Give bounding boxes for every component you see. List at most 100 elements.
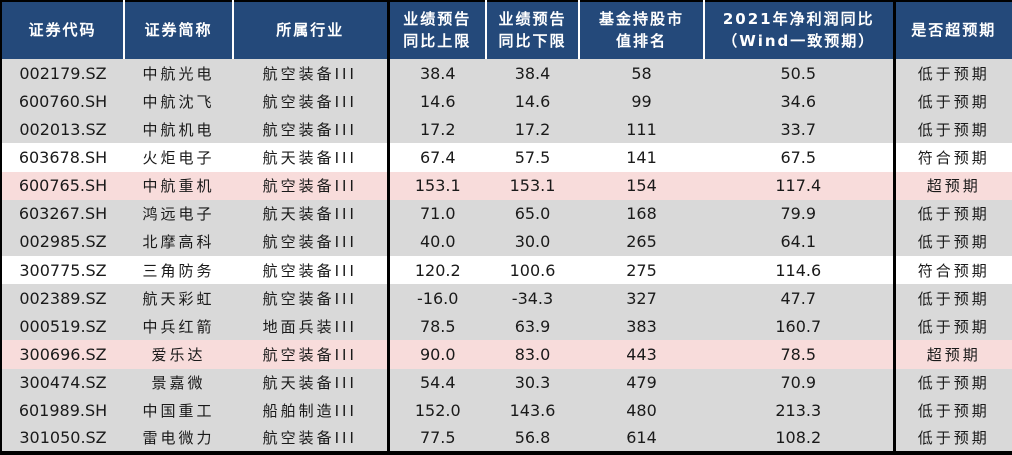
cell-fund_rank: 443 — [579, 340, 704, 369]
cell-forecast_upper: 17.2 — [388, 115, 486, 144]
table-row: 002179.SZ 中航光电 航空装备III 38.4 38.4 58 50.5 低于预期 — [1, 59, 1012, 88]
cell-forecast_lower: 143.6 — [486, 396, 579, 425]
table-header: 证券代码 证券简称 所属行业 业绩预告 同比上限 业绩预告 同比下限 基金持股市 值排名 2021… — [1, 1, 1012, 59]
table-row: 301050.SZ 雷电微力 航空装备III 77.5 56.8 614 108.2 低于预期 — [1, 424, 1012, 453]
cell-fund_rank: 327 — [579, 284, 704, 313]
cell-name: 中航重机 — [124, 171, 233, 200]
cell-industry: 航空装备III — [233, 59, 390, 88]
cell-code: 600765.SH — [1, 171, 124, 200]
cell-name: 北摩高科 — [124, 227, 233, 256]
cell-industry: 航空装备III — [233, 340, 390, 369]
cell-industry: 航空装备III — [233, 227, 390, 256]
cell-status: 符合预期 — [894, 143, 1012, 172]
cell-forecast_upper: 90.0 — [388, 340, 486, 369]
table-row: 002013.SZ 中航机电 航空装备III 17.2 17.2 111 33.7 低于预期 — [1, 115, 1012, 144]
cell-status: 低于预期 — [894, 312, 1012, 341]
cell-code: 300474.SZ — [1, 368, 124, 397]
cell-wind_consensus: 117.4 — [704, 171, 896, 200]
table-body: 002179.SZ 中航光电 航空装备III 38.4 38.4 58 50.5 低于预期 60… — [1, 59, 1012, 453]
cell-forecast_lower: 153.1 — [486, 171, 579, 200]
cell-wind_consensus: 114.6 — [704, 255, 896, 285]
cell-industry: 航天装备III — [233, 143, 390, 172]
cell-forecast_lower: 63.9 — [486, 312, 579, 341]
cell-status: 低于预期 — [894, 59, 1012, 88]
cell-name: 中兵红箭 — [124, 312, 233, 341]
cell-name: 雷电微力 — [124, 424, 233, 453]
cell-name: 火炬电子 — [124, 143, 233, 172]
cell-status: 超预期 — [894, 340, 1012, 369]
cell-fund_rank: 275 — [579, 255, 704, 285]
cell-forecast_upper: 40.0 — [388, 227, 486, 256]
cell-forecast_lower: 100.6 — [486, 255, 579, 285]
cell-wind_consensus: 34.6 — [704, 87, 896, 116]
cell-industry: 航天装备III — [233, 199, 390, 228]
cell-fund_rank: 614 — [579, 424, 704, 453]
cell-fund_rank: 479 — [579, 368, 704, 397]
table-row: 002389.SZ 航天彩虹 航空装备III -16.0 -34.3 327 47.7 低于预… — [1, 284, 1012, 313]
cell-industry: 航空装备III — [233, 424, 390, 453]
cell-fund_rank: 154 — [579, 171, 704, 200]
table-row: 300474.SZ 景嘉微 航天装备III 54.4 30.3 479 70.9 低于预期 — [1, 368, 1012, 397]
cell-forecast_upper: 54.4 — [388, 368, 486, 397]
cell-industry: 航空装备III — [233, 115, 390, 144]
cell-wind_consensus: 67.5 — [704, 143, 896, 172]
cell-name: 航天彩虹 — [124, 284, 233, 313]
cell-status: 低于预期 — [894, 284, 1012, 313]
table-row: 300775.SZ 三角防务 航空装备III 120.2 100.6 275 114.6 符合… — [1, 255, 1012, 285]
cell-status: 低于预期 — [894, 199, 1012, 228]
cell-forecast_lower: 30.3 — [486, 368, 579, 397]
cell-industry: 航空装备III — [233, 284, 390, 313]
cell-fund_rank: 480 — [579, 396, 704, 425]
cell-code: 002013.SZ — [1, 115, 124, 144]
cell-forecast_upper: 38.4 — [388, 59, 486, 88]
cell-forecast_upper: 77.5 — [388, 424, 486, 453]
cell-wind_consensus: 47.7 — [704, 284, 896, 313]
cell-forecast_lower: 38.4 — [486, 59, 579, 88]
column-header-fund_rank: 基金持股市 值排名 — [579, 1, 705, 59]
cell-fund_rank: 99 — [579, 87, 704, 116]
cell-status: 超预期 — [894, 171, 1012, 200]
cell-industry: 航空装备III — [233, 171, 390, 200]
column-header-forecast_upper: 业绩预告 同比上限 — [388, 1, 487, 59]
cell-forecast_upper: 67.4 — [388, 143, 486, 172]
cell-fund_rank: 265 — [579, 227, 704, 256]
cell-name: 中国重工 — [124, 396, 233, 425]
cell-forecast_lower: 56.8 — [486, 424, 579, 453]
cell-status: 低于预期 — [894, 87, 1012, 116]
table-row: 603678.SH 火炬电子 航天装备III 67.4 57.5 141 67.5 符合预期 — [1, 143, 1012, 172]
cell-wind_consensus: 79.9 — [704, 199, 896, 228]
column-header-code: 证券代码 — [1, 1, 125, 59]
cell-industry: 航空装备III — [233, 87, 390, 116]
cell-code: 301050.SZ — [1, 424, 124, 453]
cell-industry: 船舶制造III — [233, 396, 390, 425]
cell-code: 601989.SH — [1, 396, 124, 425]
cell-status: 低于预期 — [894, 368, 1012, 397]
table-row: 603267.SH 鸿远电子 航天装备III 71.0 65.0 168 79.9 低于预期 — [1, 199, 1012, 228]
cell-wind_consensus: 33.7 — [704, 115, 896, 144]
cell-forecast_lower: 83.0 — [486, 340, 579, 369]
cell-fund_rank: 111 — [579, 115, 704, 144]
cell-forecast_upper: 78.5 — [388, 312, 486, 341]
cell-code: 603678.SH — [1, 143, 124, 172]
cell-name: 三角防务 — [124, 255, 233, 285]
cell-fund_rank: 168 — [579, 199, 704, 228]
cell-status: 低于预期 — [894, 424, 1012, 453]
cell-code: 002389.SZ — [1, 284, 124, 313]
cell-forecast_upper: 14.6 — [388, 87, 486, 116]
cell-code: 300696.SZ — [1, 340, 124, 369]
cell-name: 鸿远电子 — [124, 199, 233, 228]
cell-name: 中航机电 — [124, 115, 233, 144]
cell-industry: 地面兵装III — [233, 312, 390, 341]
cell-forecast_lower: 14.6 — [486, 87, 579, 116]
cell-fund_rank: 141 — [579, 143, 704, 172]
cell-industry: 航空装备III — [233, 255, 390, 285]
cell-forecast_lower: 30.0 — [486, 227, 579, 256]
cell-wind_consensus: 70.9 — [704, 368, 896, 397]
cell-name: 景嘉微 — [124, 368, 233, 397]
cell-wind_consensus: 64.1 — [704, 227, 896, 256]
cell-wind_consensus: 78.5 — [704, 340, 896, 369]
cell-forecast_lower: 57.5 — [486, 143, 579, 172]
cell-fund_rank: 383 — [579, 312, 704, 341]
cell-forecast_lower: 17.2 — [486, 115, 579, 144]
